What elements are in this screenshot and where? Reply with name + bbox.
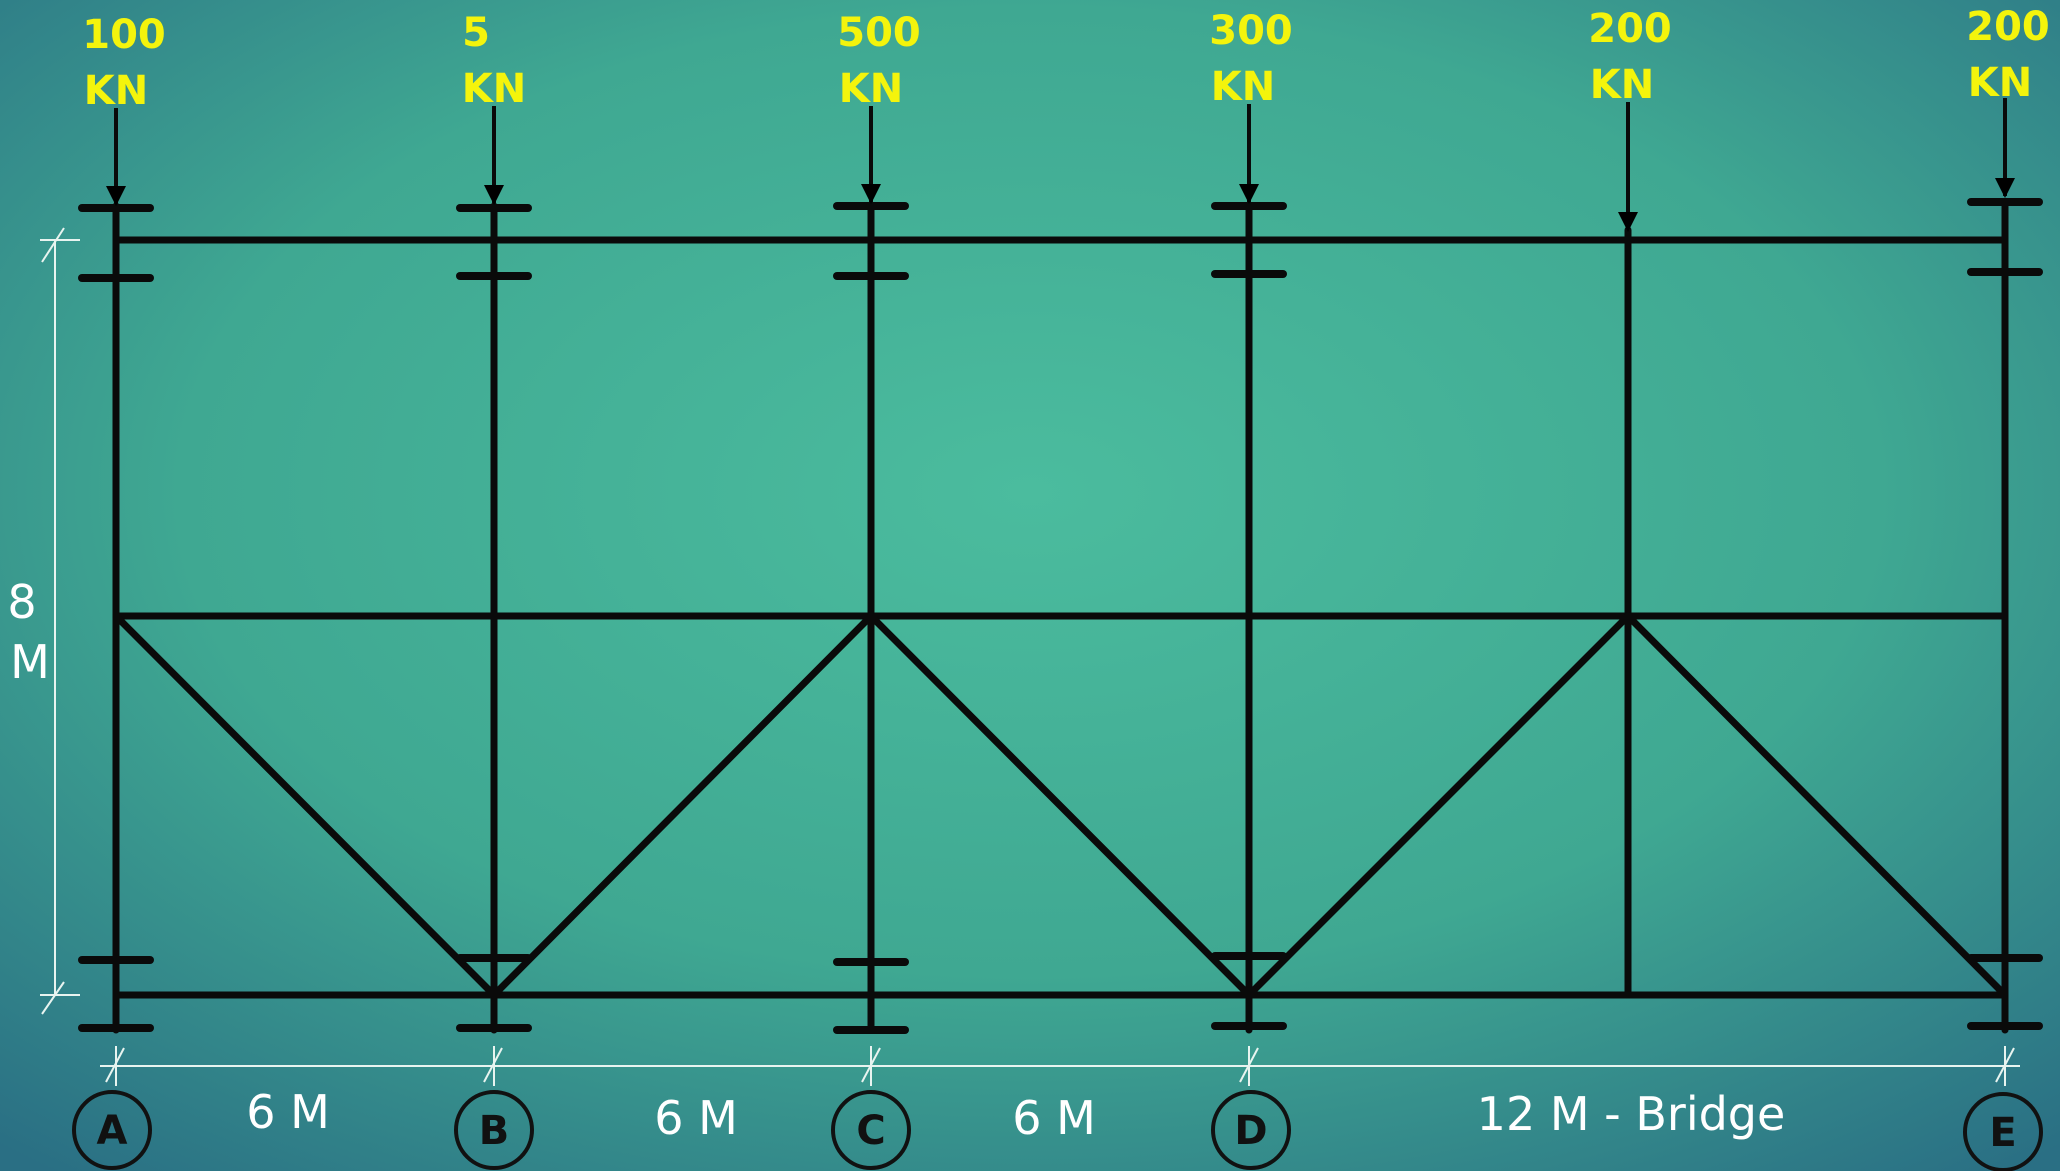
load-value-label: 500 — [837, 10, 921, 56]
load-value-label: 200 — [1966, 4, 2050, 50]
diagonal-brace — [112, 612, 498, 999]
load-value-label: 5 — [462, 10, 490, 56]
load-unit-label: KN — [839, 66, 903, 112]
load-arrows — [106, 98, 2015, 232]
load-value-label: 300 — [1209, 8, 1293, 54]
height-dimension — [40, 227, 80, 1015]
load-unit-label: KN — [462, 66, 526, 112]
dimension-tick — [41, 981, 65, 1015]
grid-bubble — [1211, 1090, 1291, 1170]
diagonal-brace — [1624, 612, 2009, 999]
span-dimension — [100, 1046, 2020, 1086]
grid-bubble — [72, 1090, 152, 1170]
load-unit-label: KN — [1211, 64, 1275, 110]
grid-label: E — [1989, 1110, 2016, 1156]
diagonal-brace — [867, 612, 1253, 999]
grid-label: D — [1234, 1108, 1267, 1154]
span-label: 6 M — [1012, 1091, 1096, 1145]
grid-label: C — [856, 1108, 885, 1154]
dimension-tick — [41, 227, 65, 263]
load-labels: 100 KN 5 KN 500 KN 300 KN 200 KN 200 KN — [82, 4, 2050, 114]
span-label: 6 M — [246, 1085, 330, 1139]
grid-label: A — [97, 1108, 128, 1154]
grid-bubble — [454, 1090, 534, 1170]
load-value-label: 200 — [1588, 6, 1672, 52]
load-value-label: 100 — [82, 12, 166, 58]
span-label: 6 M — [654, 1091, 738, 1145]
height-label-value: 8 — [7, 575, 36, 629]
grid-bubbles: A B C D E — [72, 1090, 2043, 1171]
grid-label: B — [479, 1108, 510, 1154]
grid-bubble — [1963, 1092, 2043, 1171]
diagonal-brace — [1245, 612, 1632, 999]
span-labels: 6 M 6 M 6 M 12 M - Bridge — [246, 1085, 1785, 1145]
load-unit-label: KN — [1968, 60, 2032, 106]
diagonal-brace — [490, 612, 875, 999]
span-label: 12 M - Bridge — [1477, 1087, 1786, 1141]
column-flanges — [78, 198, 2043, 1034]
load-unit-label: KN — [84, 68, 148, 114]
grid-bubble — [831, 1090, 911, 1170]
height-label-unit: M — [10, 635, 50, 689]
load-unit-label: KN — [1590, 62, 1654, 108]
frame-members — [112, 198, 2009, 1034]
